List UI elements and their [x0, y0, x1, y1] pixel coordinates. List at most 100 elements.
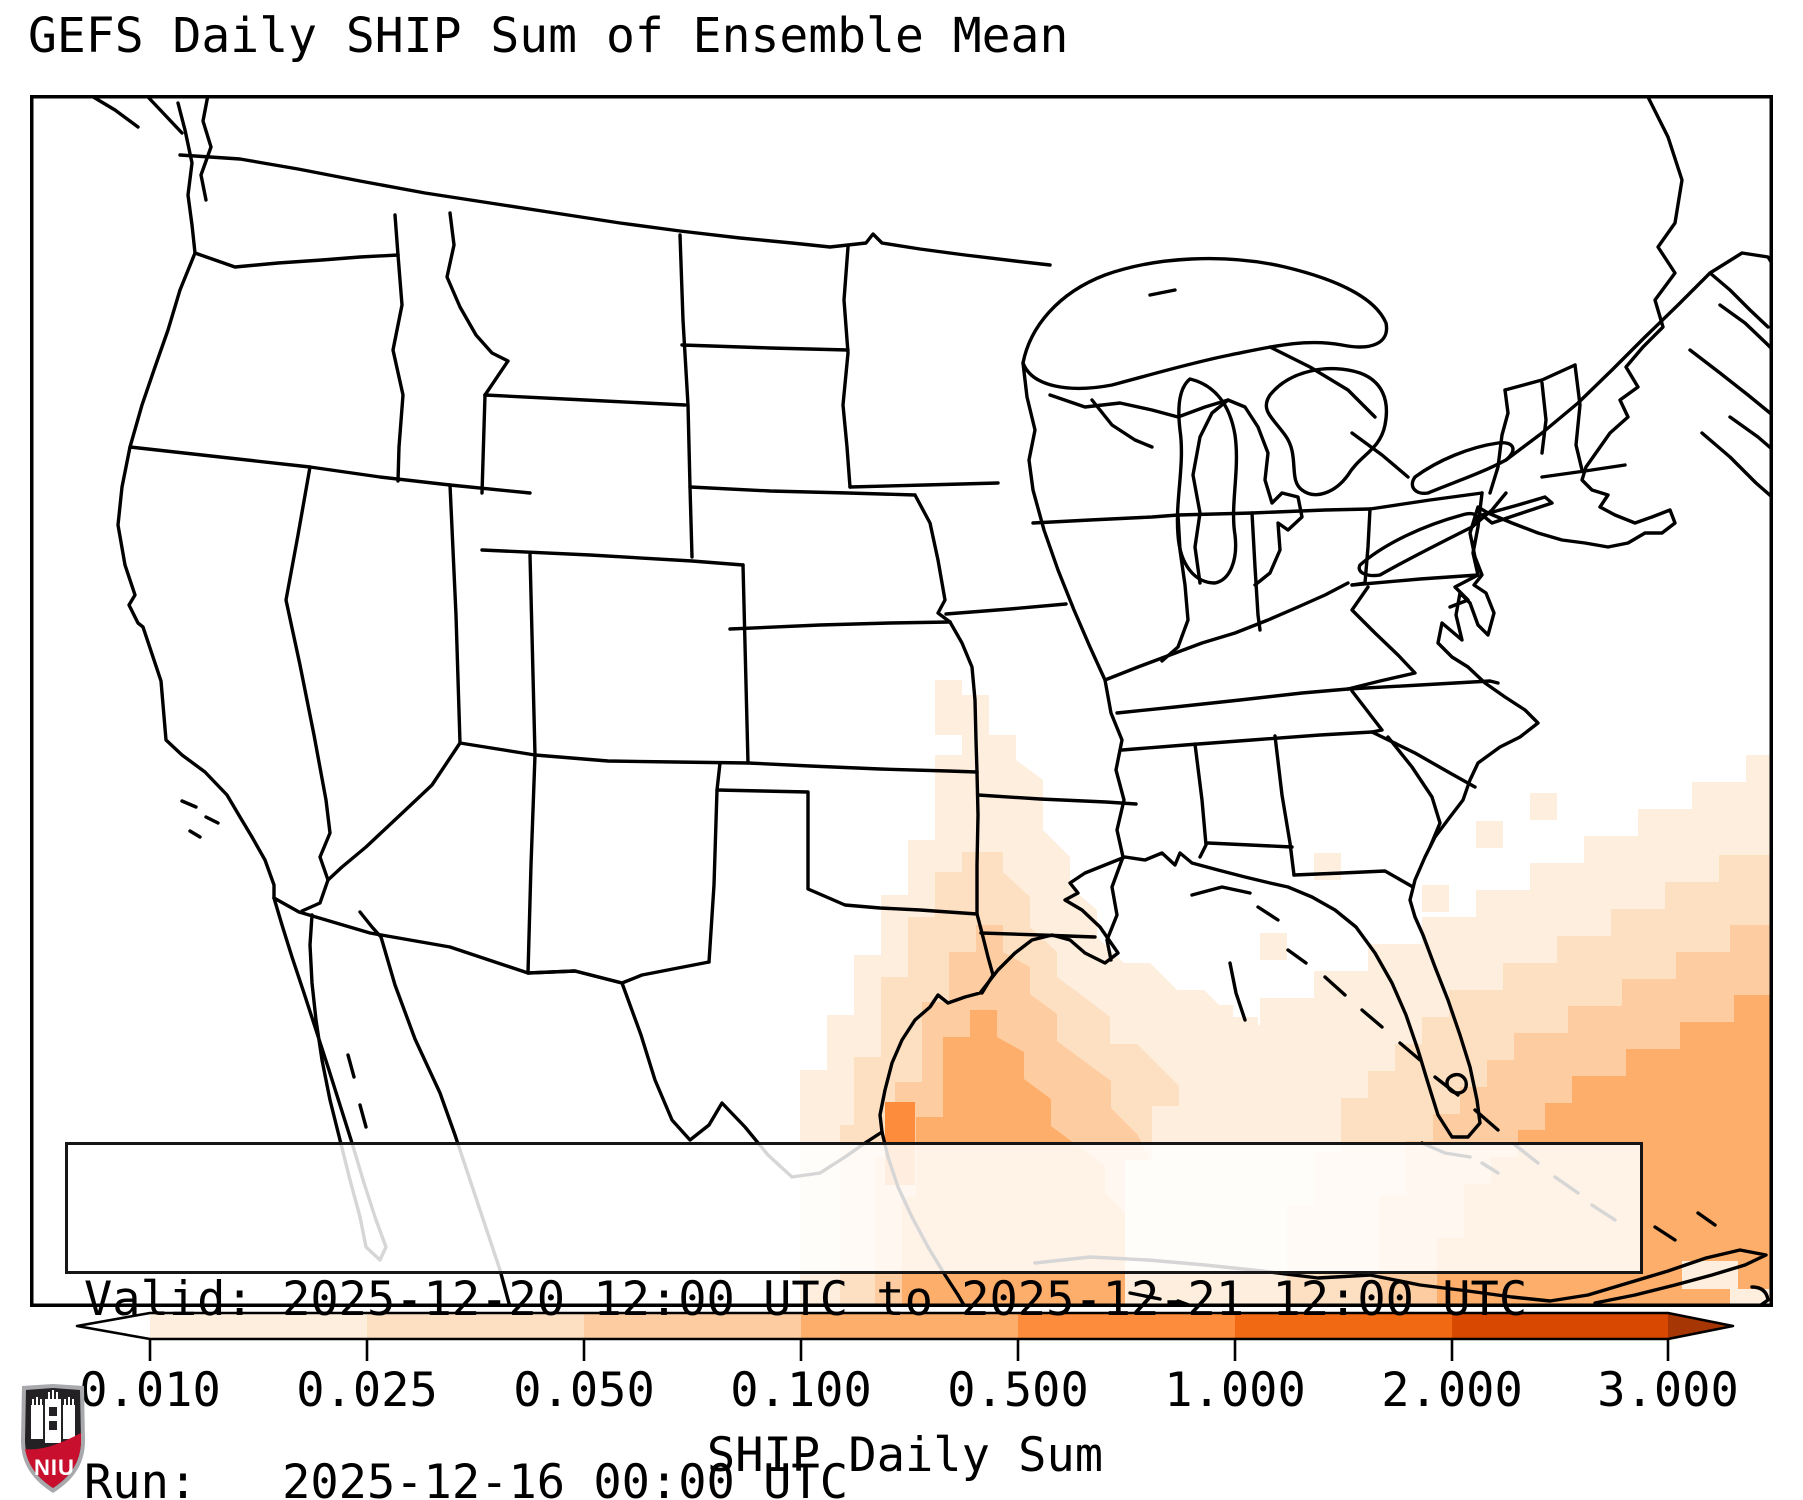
ne-east-missouri-river — [913, 493, 952, 624]
wi-mi-upper-peninsula — [1048, 393, 1230, 449]
ms-al-border — [1193, 742, 1208, 859]
ga-fl-border — [1292, 869, 1415, 889]
turks-caicos-islands — [1653, 1211, 1717, 1242]
map-frame-border — [30, 95, 1773, 1307]
al-ga-border — [1273, 734, 1296, 877]
colorbar-segment — [801, 1313, 1018, 1339]
valid-time-line: Valid: 2025-12-20 12:00 UTC to 2025-12-2… — [84, 1272, 1528, 1327]
az-nm-border — [526, 753, 537, 975]
il-in-border — [1160, 513, 1190, 663]
puget-sound — [199, 95, 213, 202]
tn-nc-border — [1350, 689, 1384, 734]
ga-sc-border — [1386, 735, 1442, 849]
colorbar-tick-label: 3.000 — [1597, 1363, 1739, 1418]
atlantic-gulf-coastline — [878, 95, 1684, 1139]
ohio-river — [1103, 581, 1350, 682]
niagara-link — [1470, 491, 1508, 529]
pacific-coastline — [116, 101, 276, 900]
ks-mo-border — [948, 620, 979, 774]
co-east-border — [741, 563, 750, 765]
nc-sc-border — [1370, 730, 1477, 789]
mississippi-river — [1021, 361, 1126, 962]
ny-east-border — [1488, 388, 1510, 495]
ar-la-border — [979, 931, 1097, 939]
colorbar — [75, 1311, 1735, 1361]
us-mexico-border — [272, 896, 884, 1179]
lat45-mt-wy — [483, 393, 687, 407]
nm-east-border — [707, 761, 722, 964]
ontario-peninsula — [1268, 345, 1410, 479]
info-box: Valid: 2025-12-20 12:00 UTC to 2025-12-2… — [65, 1142, 1643, 1500]
colorbar-tick-label: 0.100 — [730, 1363, 872, 1418]
ky-tn-border — [1115, 687, 1350, 715]
colorbar-tick-label: 0.010 — [79, 1363, 221, 1418]
colorbar-tick-label: 0.025 — [296, 1363, 438, 1418]
ne-ks-border — [728, 620, 952, 631]
nd-sd-border — [680, 343, 850, 352]
nv-ut-border — [448, 483, 462, 745]
vt-nh-border — [1540, 381, 1548, 455]
map-panel: Valid: 2025-12-20 12:00 UTC to 2025-12-2… — [30, 95, 1773, 1500]
colorbar-tick-labels: 0.010 0.025 0.050 0.100 0.500 1.000 2.000 3.000 — [0, 1363, 1803, 1423]
lat41-wy-co — [480, 548, 745, 567]
in-oh-border — [1250, 511, 1262, 632]
nova-scotia-coast — [1700, 415, 1773, 499]
nh-me-border — [1573, 363, 1584, 472]
run-time-line: Run: 2025-12-16 00:00 UTC — [84, 1455, 849, 1500]
colorbar-tick-label: 2.000 — [1381, 1363, 1523, 1418]
potomac-river — [1448, 573, 1480, 609]
va-nc-border — [1346, 679, 1500, 691]
mi-in-oh-border — [1176, 507, 1372, 517]
wi-il-border — [1031, 513, 1180, 525]
colorbar-segment — [584, 1313, 801, 1339]
or-id-border — [391, 253, 405, 483]
isle-royale — [1148, 288, 1177, 297]
juan-de-fuca-coast — [146, 95, 184, 135]
michigan-mitten — [1191, 398, 1304, 587]
niu-logo: NIU — [21, 1384, 85, 1493]
colorbar-axis-label: SHIP Daily Sum — [706, 1428, 1104, 1483]
colorbar-tick-label: 1.000 — [1164, 1363, 1306, 1418]
mn-ia-border — [848, 481, 1000, 489]
lake-superior — [1021, 256, 1389, 391]
ok-ar-border — [975, 770, 980, 916]
st-lawrence-river — [1504, 251, 1773, 462]
niu-red-band — [25, 1433, 81, 1488]
lake-michigan — [1175, 377, 1239, 585]
ca-az-river — [300, 878, 330, 913]
hispaniola-corner — [1750, 1285, 1770, 1307]
colorbar-segment — [1018, 1313, 1235, 1339]
niu-castle-icon — [31, 1390, 75, 1443]
nm-south-border — [526, 960, 711, 985]
colorbar-segment — [1452, 1313, 1668, 1339]
ok-panhandle — [715, 788, 979, 916]
sd-ne-border — [688, 485, 917, 497]
wv-va-border — [1346, 585, 1417, 691]
nv-az-river — [326, 741, 462, 882]
mo-ar-border — [976, 793, 1138, 806]
wa-or-border — [193, 251, 400, 269]
colorbar-segment — [150, 1313, 367, 1339]
long-island — [1480, 495, 1554, 525]
ut-co-border — [528, 553, 537, 757]
canada-border — [178, 153, 1052, 267]
conus-map — [30, 95, 1773, 1307]
colorbar-segment — [1235, 1313, 1452, 1339]
long104-mt-sd-wy — [678, 233, 694, 559]
lat45-ne-border — [1503, 363, 1577, 392]
colorbar-tick-label: 0.050 — [513, 1363, 655, 1418]
niu-logo-text: NIU — [34, 1455, 75, 1480]
id-mt-border — [445, 211, 510, 397]
pa-ny-border — [1368, 491, 1484, 511]
ia-mo-border — [944, 602, 1068, 616]
pa-md-border — [1350, 573, 1480, 587]
colorbar-segment — [367, 1313, 584, 1339]
lat37-border — [458, 741, 979, 774]
vancouver-island-coast — [88, 95, 140, 129]
tn-south-border — [1120, 730, 1374, 752]
lat42-border — [128, 445, 532, 495]
figure-title: GEFS Daily SHIP Sum of Ensemble Mean — [28, 8, 1069, 64]
lake-erie — [1357, 511, 1480, 578]
id-wy-border — [480, 393, 487, 495]
